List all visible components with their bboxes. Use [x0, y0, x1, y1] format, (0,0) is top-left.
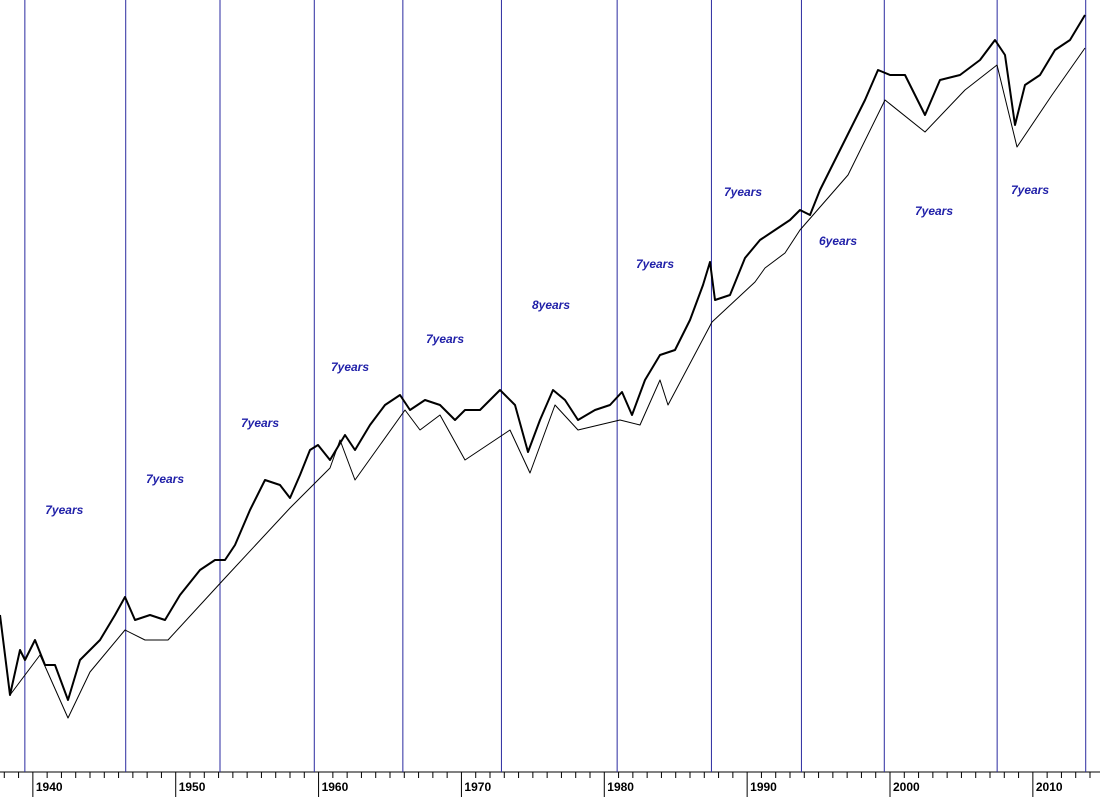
series-line [9, 47, 1086, 719]
annotation: 7years [331, 360, 369, 374]
x-tick-label: 1970 [464, 780, 491, 794]
annotation: 6years [819, 234, 857, 248]
x-tick-label: 1960 [322, 780, 349, 794]
x-tick-label: 1940 [36, 780, 63, 794]
annotation: 7years [426, 332, 464, 346]
annotation: 7years [1011, 183, 1049, 197]
annotation: 7years [45, 503, 83, 517]
x-tick-label: 1980 [607, 780, 634, 794]
annotation: 7years [915, 204, 953, 218]
annotation: 7years [241, 416, 279, 430]
x-tick-label: 1990 [750, 780, 777, 794]
annotation: 7years [636, 257, 674, 271]
x-tick-label: 2010 [1036, 780, 1063, 794]
series-line [0, 14, 1086, 701]
annotation: 7years [724, 185, 762, 199]
x-tick-label: 1950 [179, 780, 206, 794]
x-tick-label: 2000 [893, 780, 920, 794]
annotation: 7years [146, 472, 184, 486]
annotation: 8years [532, 298, 570, 312]
